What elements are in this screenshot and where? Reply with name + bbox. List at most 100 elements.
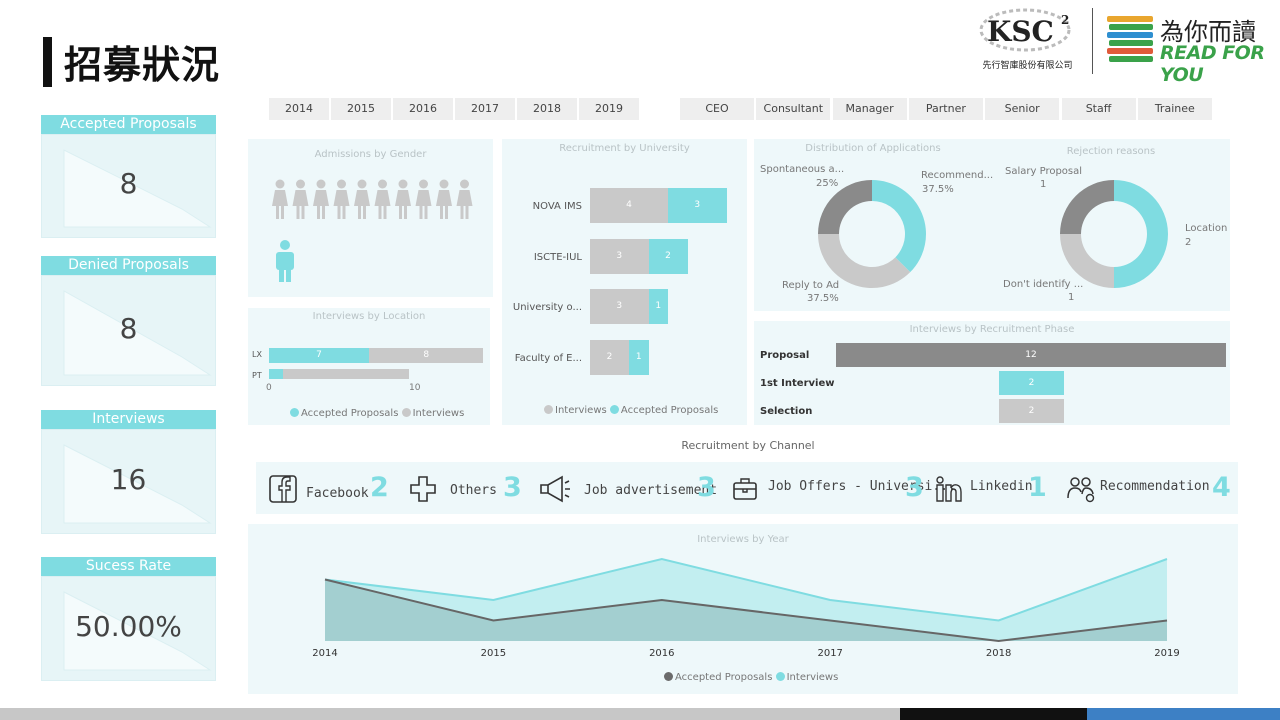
footer-stripe-blue bbox=[1087, 708, 1280, 720]
kpi-value-3: 50.00% bbox=[75, 609, 182, 643]
kpi-header-3: Sucess Rate bbox=[41, 557, 216, 576]
year-chart-panel: Interviews by Year 2014 2015 2016 2017 2018 2… bbox=[248, 524, 1238, 694]
people-icon bbox=[1066, 474, 1100, 506]
role-filter-manager[interactable]: Manager bbox=[832, 98, 907, 120]
channel-value: 1 bbox=[1028, 472, 1047, 503]
kpi-header-0: Accepted Proposals bbox=[41, 115, 216, 134]
year-tick-label: 2014 bbox=[312, 648, 337, 659]
year-area-chart: 2014 2015 2016 2017 2018 2019 bbox=[312, 557, 1180, 659]
gender-figures bbox=[272, 179, 473, 282]
kpi-card-3: 50.00% bbox=[41, 576, 216, 681]
megaphone-icon bbox=[538, 474, 572, 506]
kpi-decor bbox=[63, 591, 212, 671]
university-panel: Recruitment by University NOVA IMS 4 3 ISCT… bbox=[502, 139, 747, 425]
location-bar-accepted-lx bbox=[269, 348, 370, 363]
location-row-pt: PT bbox=[252, 371, 262, 380]
university-value-interviews: 2 bbox=[606, 351, 613, 362]
location-panel: Interviews by Location LX PT 7 8 0 10 Acc… bbox=[248, 308, 490, 425]
distribution-donut bbox=[818, 180, 926, 288]
year-filter-2014[interactable]: 2014 bbox=[269, 98, 329, 120]
donut-slice bbox=[1114, 180, 1168, 288]
channel-value: 3 bbox=[905, 472, 924, 503]
university-bar-interviews bbox=[590, 289, 649, 324]
donut-slice bbox=[1060, 234, 1114, 288]
year-filter-2019[interactable]: 2019 bbox=[579, 98, 639, 120]
woman-icon bbox=[354, 179, 370, 219]
ksc-logo: KSC 2 先行智庫股份有限公司 bbox=[975, 8, 1080, 72]
woman-icon bbox=[292, 179, 309, 219]
page-title: 招募狀況 bbox=[64, 43, 221, 87]
location-bar-accepted-pt bbox=[269, 369, 283, 379]
university-bar-accepted bbox=[629, 339, 649, 375]
dist-pct-3: 37.5% bbox=[807, 293, 839, 304]
kpi-card-1: 8 bbox=[41, 275, 216, 386]
books-icon bbox=[1107, 16, 1153, 62]
university-label: Faculty of E... bbox=[514, 352, 582, 364]
university-value-interviews: 3 bbox=[616, 250, 623, 261]
university-title: Recruitment by University bbox=[559, 143, 690, 154]
kpi-value-2: 16 bbox=[110, 462, 147, 496]
ksc-logo-text: KSC bbox=[987, 15, 1054, 48]
rejection-title: Rejection reasons bbox=[1066, 146, 1156, 157]
man-icon bbox=[276, 240, 294, 282]
channel-label: Recommendation bbox=[1100, 479, 1210, 494]
role-filter-staff[interactable]: Staff bbox=[1061, 98, 1136, 120]
rejection-donut bbox=[1060, 180, 1168, 288]
year-chart-title: Interviews by Year bbox=[697, 534, 789, 545]
channel-label: Linkedin bbox=[970, 479, 1033, 494]
year-tick-label: 2016 bbox=[649, 648, 674, 659]
channel-value: 3 bbox=[697, 472, 716, 503]
donut-slice bbox=[872, 180, 926, 273]
kpi-header-2: Interviews bbox=[41, 410, 216, 429]
ksc-company-name: 先行智庫股份有限公司 bbox=[982, 61, 1073, 71]
university-bar-interviews bbox=[590, 188, 668, 223]
dist-label-2: Recommend... bbox=[921, 170, 994, 181]
university-value-interviews: 4 bbox=[626, 200, 632, 210]
university-value-accepted: 1 bbox=[655, 301, 662, 311]
logo-cn-text: 為你而讀 bbox=[1160, 18, 1256, 46]
gender-panel: Admissions by Gender bbox=[248, 139, 493, 297]
role-filter-consultant[interactable]: Consultant bbox=[756, 98, 831, 120]
kpi-decor bbox=[63, 149, 212, 228]
logo-en-text: READ FOR YOU bbox=[1160, 42, 1265, 86]
phase-bar bbox=[836, 343, 1226, 367]
kpi-card-0: 8 bbox=[41, 134, 216, 238]
woman-icon bbox=[333, 179, 350, 219]
year-filter-2016[interactable]: 2016 bbox=[393, 98, 453, 120]
footer-stripe-black bbox=[900, 708, 1087, 720]
university-bar-accepted bbox=[668, 188, 727, 223]
channel-value: 4 bbox=[1212, 472, 1231, 503]
rej-label-3: Don't identify ... bbox=[1003, 279, 1084, 290]
phase-bar bbox=[999, 371, 1064, 395]
role-filter-ceo[interactable]: CEO bbox=[680, 98, 754, 120]
woman-icon bbox=[415, 179, 432, 219]
role-filter-senior[interactable]: Senior bbox=[985, 98, 1060, 120]
location-title: Interviews by Location bbox=[312, 311, 426, 322]
channel-title: Recruitment by Channel bbox=[681, 439, 815, 452]
university-bar-accepted bbox=[648, 238, 688, 274]
phase-value: 2 bbox=[1028, 406, 1035, 416]
role-filter-partner[interactable]: Partner bbox=[908, 98, 983, 120]
year-filter-2017[interactable]: 2017 bbox=[455, 98, 515, 120]
location-bar-interviews-pt bbox=[269, 369, 410, 379]
read-for-you-logo: 為你而讀 READ FOR YOU bbox=[1105, 12, 1270, 86]
channel-value: 3 bbox=[503, 472, 522, 503]
linkedin-icon bbox=[934, 474, 968, 506]
university-bar-interviews bbox=[590, 339, 629, 375]
kpi-card-2: 16 bbox=[41, 429, 216, 534]
year-filter-2018[interactable]: 2018 bbox=[517, 98, 577, 120]
woman-icon bbox=[436, 179, 452, 219]
year-filter-2015[interactable]: 2015 bbox=[331, 98, 391, 120]
donut-slice bbox=[818, 234, 911, 288]
channel-label: Job Offers - Universi... bbox=[768, 479, 956, 494]
year-chart-legend: Accepted Proposals Interviews bbox=[664, 672, 838, 683]
year-tick-label: 2019 bbox=[1154, 648, 1179, 659]
role-filter-trainee[interactable]: Trainee bbox=[1137, 98, 1212, 120]
rej-label-2: Location bbox=[1185, 223, 1228, 234]
title-accent-bar bbox=[43, 37, 52, 87]
donut-slice bbox=[818, 180, 872, 234]
rej-val-3: 1 bbox=[1068, 292, 1075, 303]
year-tick-label: 2015 bbox=[481, 648, 506, 659]
rej-val-1: 1 bbox=[1040, 179, 1047, 190]
university-label: University o... bbox=[512, 302, 582, 313]
